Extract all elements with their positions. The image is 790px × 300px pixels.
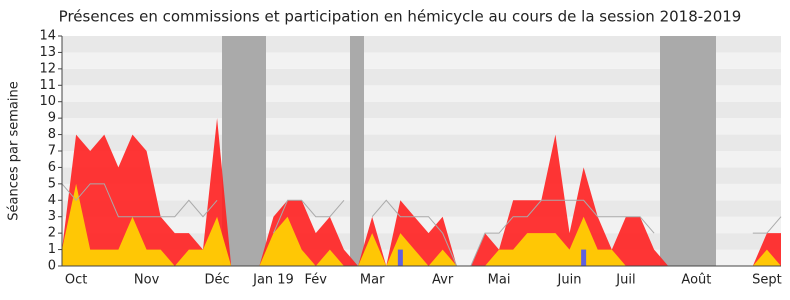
x-tick-label: Juil xyxy=(615,273,635,288)
median-line xyxy=(61,183,782,267)
x-tick-label: Avr xyxy=(432,273,454,288)
area xyxy=(62,183,781,266)
y-tick-label: 1 xyxy=(48,242,56,257)
y-tick-label: 11 xyxy=(39,78,56,93)
bar xyxy=(581,249,587,266)
y-tick-label: 7 xyxy=(48,144,56,159)
bar xyxy=(397,249,403,266)
holidays xyxy=(222,36,716,266)
y-tick-label: 6 xyxy=(48,160,56,175)
x-tick-label: Nov xyxy=(134,273,160,288)
y-axis-label: Séances par semaine xyxy=(7,81,22,220)
holiday-band xyxy=(222,36,266,266)
y-tick-label: 13 xyxy=(39,45,56,60)
holiday-band xyxy=(350,36,364,266)
area xyxy=(62,118,781,267)
x-tick-label: Sept xyxy=(752,273,782,288)
y-tick-label: 2 xyxy=(48,226,56,241)
y-tick-label: 8 xyxy=(48,127,56,142)
y-tick-label: 4 xyxy=(48,193,56,208)
y-tick-label: 5 xyxy=(48,176,56,191)
y-tick-label: 14 xyxy=(39,29,56,44)
x-tick-label: Jan 19 xyxy=(252,273,294,288)
y-tick-label: 12 xyxy=(39,61,56,76)
x-tick-label: Août xyxy=(681,273,711,288)
y-tick-label: 0 xyxy=(48,259,56,274)
y-tick-label: 9 xyxy=(48,111,56,126)
y-tick-label: 3 xyxy=(48,209,56,224)
x-tick-label: Mar xyxy=(360,273,385,288)
x-tick-label: Fév xyxy=(305,273,328,288)
y-tick-label: 10 xyxy=(39,94,56,109)
x-tick-label: Mai xyxy=(488,273,511,288)
x-tick-label: Déc xyxy=(205,273,230,288)
x-tick-label: Juin xyxy=(557,273,582,288)
x-tick-label: Oct xyxy=(65,273,87,288)
chart-title: Présences en commissions et participatio… xyxy=(59,8,742,26)
holiday-band xyxy=(660,36,716,266)
